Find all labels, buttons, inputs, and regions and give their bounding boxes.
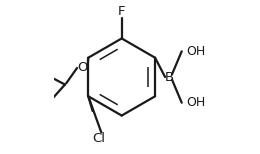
Text: F: F (118, 5, 125, 18)
Text: B: B (165, 71, 174, 83)
Text: Cl: Cl (93, 132, 106, 145)
Text: OH: OH (186, 96, 205, 109)
Text: OH: OH (186, 45, 205, 58)
Text: O: O (77, 61, 88, 74)
